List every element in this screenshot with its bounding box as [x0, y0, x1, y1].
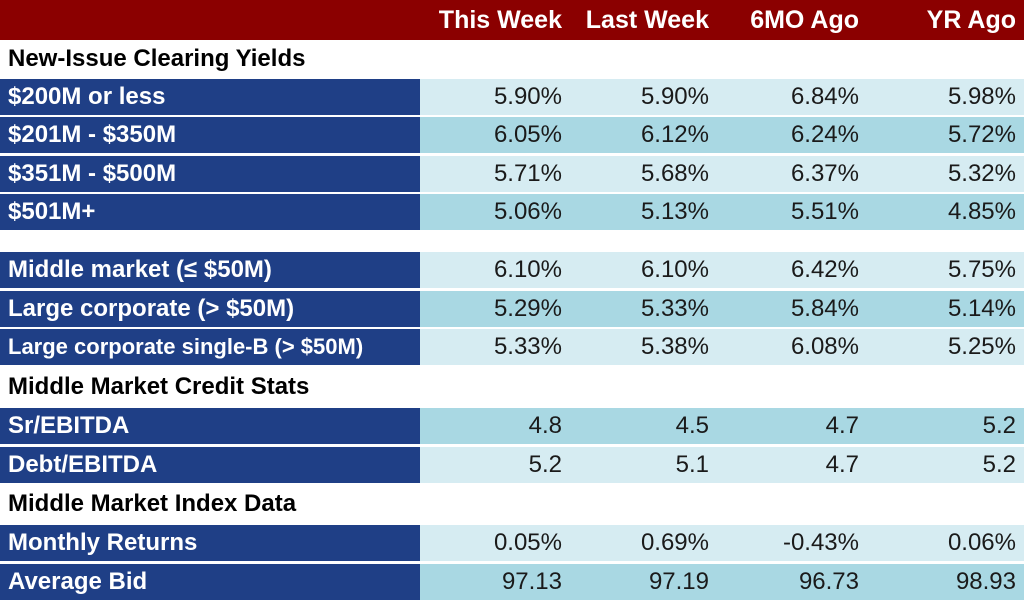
- cell-last-week: 5.33%: [572, 291, 717, 327]
- cell-last-week: 4.5: [572, 408, 717, 444]
- column-header-6mo-ago: 6MO Ago: [750, 5, 859, 34]
- cell-last-week: 0.69%: [572, 525, 717, 561]
- row-label: $200M or less: [0, 79, 420, 115]
- row-label: Middle market (≤ $50M): [0, 252, 420, 288]
- cell-last-week: 5.1: [572, 447, 717, 483]
- cell-last-week: 5.90%: [572, 79, 717, 115]
- cell-6mo-ago: 6.42%: [717, 252, 867, 288]
- table-row: $200M or less 5.90% 5.90% 6.84% 5.98%: [0, 79, 1024, 115]
- column-header-this-week: This Week: [438, 5, 562, 34]
- row-label: $351M - $500M: [0, 156, 420, 192]
- cell-yr-ago: 5.75%: [867, 252, 1024, 288]
- cell-yr-ago: 5.32%: [867, 156, 1024, 192]
- cell-yr-ago: 5.2: [867, 447, 1024, 483]
- cell-6mo-ago: 6.08%: [717, 329, 867, 365]
- row-label: Average Bid: [0, 564, 420, 600]
- cell-this-week: 6.10%: [420, 252, 572, 288]
- cell-last-week: 6.12%: [572, 117, 717, 153]
- cell-last-week: 5.13%: [572, 194, 717, 230]
- cell-this-week: 5.06%: [420, 194, 572, 230]
- cell-6mo-ago: 6.24%: [717, 117, 867, 153]
- row-label: Sr/EBITDA: [0, 408, 420, 444]
- cell-yr-ago: 5.14%: [867, 291, 1024, 327]
- cell-yr-ago: 5.25%: [867, 329, 1024, 365]
- table-row: Large corporate (> $50M) 5.29% 5.33% 5.8…: [0, 291, 1024, 327]
- cell-6mo-ago: 6.84%: [717, 79, 867, 115]
- header-row: This Week Last Week 6MO Ago YR Ago: [0, 0, 1024, 40]
- section-title-row: New-Issue Clearing Yields: [0, 41, 1024, 77]
- cell-this-week: 97.13: [420, 564, 572, 600]
- table-row: Middle market (≤ $50M) 6.10% 6.10% 6.42%…: [0, 252, 1024, 288]
- cell-yr-ago: 5.98%: [867, 79, 1024, 115]
- table-row: Average Bid 97.13 97.19 96.73 98.93: [0, 564, 1024, 600]
- row-label: Debt/EBITDA: [0, 447, 420, 483]
- cell-this-week: 4.8: [420, 408, 572, 444]
- column-header-last-week: Last Week: [585, 5, 709, 34]
- section-title-row: Middle Market Credit Stats: [0, 369, 1024, 405]
- cell-this-week: 5.33%: [420, 329, 572, 365]
- cell-yr-ago: 0.06%: [867, 525, 1024, 561]
- cell-6mo-ago: 6.37%: [717, 156, 867, 192]
- table-row: $201M - $350M 6.05% 6.12% 6.24% 5.72%: [0, 117, 1024, 153]
- section-title: Middle Market Index Data: [8, 490, 297, 517]
- table-row: Monthly Returns 0.05% 0.69% -0.43% 0.06%: [0, 525, 1024, 561]
- cell-last-week: 97.19: [572, 564, 717, 600]
- cell-this-week: 5.71%: [420, 156, 572, 192]
- row-label: Large corporate (> $50M): [0, 291, 420, 327]
- cell-6mo-ago: -0.43%: [717, 525, 867, 561]
- section-title-row: Middle Market Index Data: [0, 486, 1024, 522]
- cell-last-week: 5.38%: [572, 329, 717, 365]
- table-row: $351M - $500M 5.71% 5.68% 6.37% 5.32%: [0, 156, 1024, 192]
- table-row: Large corporate single-B (> $50M) 5.33% …: [0, 329, 1024, 365]
- cell-yr-ago: 5.2: [867, 408, 1024, 444]
- section-title: New-Issue Clearing Yields: [8, 45, 306, 72]
- row-label: $501M+: [0, 194, 420, 230]
- cell-6mo-ago: 5.84%: [717, 291, 867, 327]
- cell-yr-ago: 4.85%: [867, 194, 1024, 230]
- cell-this-week: 5.2: [420, 447, 572, 483]
- column-header-yr-ago: YR Ago: [926, 5, 1016, 34]
- section-title: Middle Market Credit Stats: [8, 373, 310, 400]
- table-row: $501M+ 5.06% 5.13% 5.51% 4.85%: [0, 194, 1024, 230]
- cell-yr-ago: 98.93: [867, 564, 1024, 600]
- cell-6mo-ago: 4.7: [717, 447, 867, 483]
- cell-this-week: 5.90%: [420, 79, 572, 115]
- table-row: Debt/EBITDA 5.2 5.1 4.7 5.2: [0, 447, 1024, 483]
- row-label: $201M - $350M: [0, 117, 420, 153]
- header-corner: [0, 0, 420, 40]
- cell-6mo-ago: 4.7: [717, 408, 867, 444]
- cell-this-week: 6.05%: [420, 117, 572, 153]
- cell-yr-ago: 5.72%: [867, 117, 1024, 153]
- table-row: Sr/EBITDA 4.8 4.5 4.7 5.2: [0, 408, 1024, 444]
- cell-this-week: 0.05%: [420, 525, 572, 561]
- cell-last-week: 6.10%: [572, 252, 717, 288]
- row-label: Monthly Returns: [0, 525, 420, 561]
- row-label: Large corporate single-B (> $50M): [0, 329, 420, 365]
- cell-last-week: 5.68%: [572, 156, 717, 192]
- cell-this-week: 5.29%: [420, 291, 572, 327]
- cell-6mo-ago: 5.51%: [717, 194, 867, 230]
- cell-6mo-ago: 96.73: [717, 564, 867, 600]
